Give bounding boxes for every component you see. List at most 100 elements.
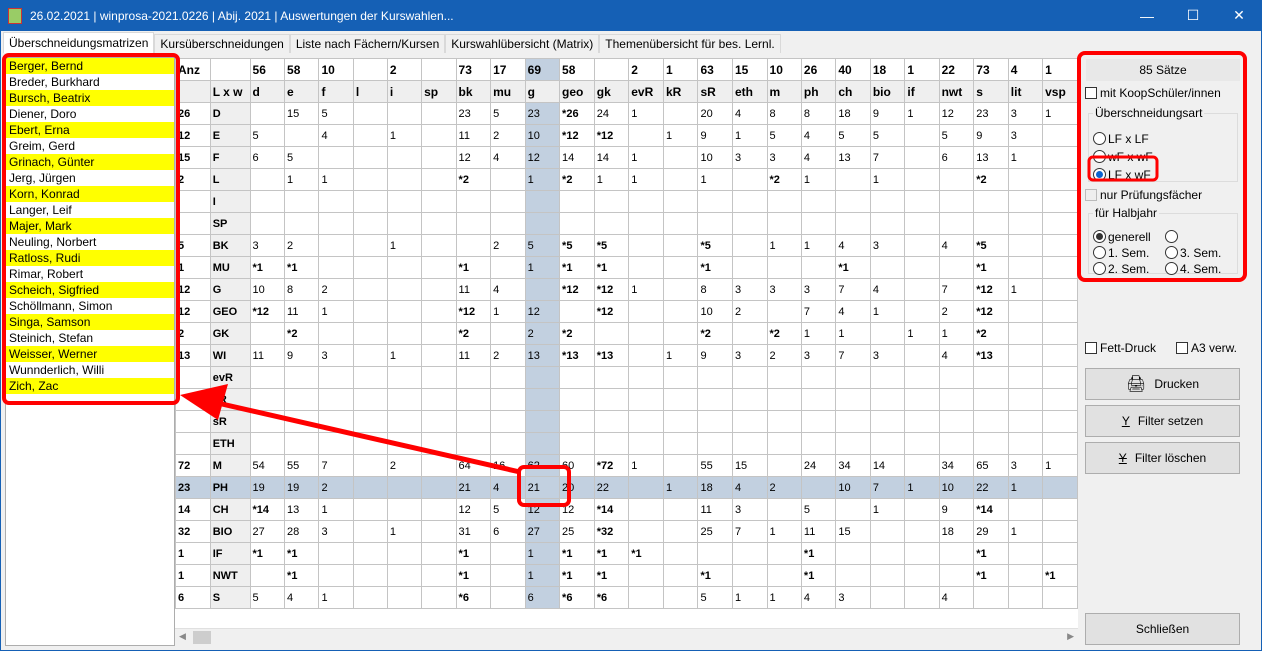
radio-icon[interactable] [1165, 230, 1178, 243]
matrix-cell[interactable]: 6 [490, 520, 526, 543]
matrix-cell[interactable]: 4 [284, 586, 320, 609]
matrix-cell[interactable]: 7 [318, 454, 354, 477]
matrix-cell[interactable] [352, 124, 388, 147]
radio-selected-icon[interactable] [1093, 168, 1106, 181]
matrix-cell[interactable] [938, 256, 975, 279]
matrix-cell[interactable] [455, 388, 492, 411]
matrix-cell[interactable]: *2 [455, 168, 492, 191]
column-header-geo[interactable]: geo [559, 80, 595, 103]
clear-filter-button[interactable]: Y Filter löschen [1085, 442, 1240, 474]
matrix-cell[interactable]: 24 [800, 454, 837, 477]
matrix-row-if[interactable]: 1 IF *1 *1 *1 1 *1 *1 *1 *1 *1 [175, 542, 1078, 565]
matrix-cell[interactable] [524, 432, 561, 455]
matrix-cell[interactable]: *2 [559, 168, 595, 191]
matrix-cell[interactable] [352, 300, 388, 323]
matrix-cell[interactable]: 12 [559, 498, 595, 521]
matrix-cell[interactable]: *1 [455, 256, 492, 279]
matrix-cell[interactable] [524, 388, 561, 411]
matrix-cell[interactable] [904, 168, 940, 191]
matrix-cell[interactable]: 8 [697, 278, 733, 301]
matrix-cell[interactable]: 3 [731, 498, 768, 521]
matrix-cell[interactable]: *1 [284, 564, 320, 587]
matrix-cell[interactable]: 25 [559, 520, 595, 543]
matrix-cell[interactable]: 5 [249, 124, 286, 147]
matrix-cell[interactable]: 60 [559, 454, 595, 477]
matrix-cell[interactable]: 23 [524, 102, 561, 125]
matrix-cell[interactable] [421, 168, 457, 191]
student-list-item[interactable]: Jerg, Jürgen [9, 171, 76, 185]
matrix-row-m[interactable]: 72 M 54 55 7 2 64 16 62 60 *72 1 55 15 24 34 14 34 65 3 1 [175, 454, 1078, 477]
matrix-cell[interactable] [318, 256, 354, 279]
column-header-vsp[interactable]: vsp [1042, 80, 1078, 103]
matrix-cell[interactable]: 3 [318, 344, 354, 367]
matrix-cell[interactable]: 9 [697, 124, 733, 147]
matrix-cell[interactable] [421, 498, 457, 521]
student-list-item[interactable]: Schöllmann, Simon [9, 299, 113, 313]
matrix-cell[interactable]: 4 [490, 278, 526, 301]
matrix-cell[interactable] [490, 432, 526, 455]
matrix-row-f[interactable]: 15 F 6 5 12 4 12 14 14 1 10 3 3 4 13 7 6 13 1 [175, 146, 1078, 169]
matrix-cell[interactable] [284, 388, 320, 411]
student-list-item[interactable]: Bursch, Beatrix [6, 90, 174, 106]
matrix-cell[interactable] [593, 432, 630, 455]
matrix-cell[interactable] [766, 190, 802, 213]
matrix-cell[interactable] [938, 366, 975, 389]
matrix-cell[interactable] [1007, 344, 1044, 367]
matrix-cell[interactable]: 11 [455, 124, 492, 147]
matrix-cell[interactable] [628, 234, 664, 257]
column-header-eth[interactable]: eth [731, 80, 768, 103]
matrix-cell[interactable] [766, 300, 802, 323]
matrix-cell[interactable] [766, 366, 802, 389]
matrix-cell[interactable]: *1 [455, 564, 492, 587]
matrix-cell[interactable]: 2 [284, 234, 320, 257]
matrix-cell[interactable] [835, 168, 871, 191]
matrix-cell[interactable] [352, 146, 388, 169]
matrix-cell[interactable]: 21 [455, 476, 492, 499]
column-header-l[interactable]: l [352, 80, 388, 103]
matrix-cell[interactable] [731, 212, 768, 235]
student-list-item[interactable]: Breder, Burkhard [9, 75, 100, 89]
matrix-cell[interactable] [800, 432, 837, 455]
matrix-cell[interactable]: 3 [731, 146, 768, 169]
column-header-lit[interactable]: lit [1007, 80, 1044, 103]
matrix-cell[interactable]: 55 [284, 454, 320, 477]
matrix-cell[interactable] [697, 190, 733, 213]
matrix-cell[interactable] [628, 366, 664, 389]
matrix-cell[interactable]: 4 [869, 278, 906, 301]
matrix-cell[interactable] [284, 432, 320, 455]
matrix-cell[interactable] [352, 256, 388, 279]
matrix-cell[interactable] [1042, 388, 1078, 411]
matrix-cell[interactable] [318, 564, 354, 587]
matrix-cell[interactable] [524, 212, 561, 235]
matrix-cell[interactable]: 10 [697, 300, 733, 323]
matrix-row-ch[interactable]: 14 CH *14 13 1 12 5 12 12 *14 11 3 5 1 9 *14 [175, 498, 1078, 521]
matrix-cell[interactable] [697, 432, 733, 455]
matrix-cell[interactable]: 1 [386, 234, 423, 257]
matrix-cell[interactable] [904, 190, 940, 213]
matrix-cell[interactable] [318, 366, 354, 389]
matrix-cell[interactable]: *12 [973, 300, 1009, 323]
matrix-cell[interactable]: 21 [524, 476, 561, 499]
matrix-cell[interactable]: 1 [386, 344, 423, 367]
matrix-cell[interactable] [835, 212, 871, 235]
matrix-cell[interactable] [766, 542, 802, 565]
matrix-cell[interactable]: 18 [835, 102, 871, 125]
maximize-button[interactable]: ☐ [1186, 7, 1200, 23]
radio-icon[interactable] [1093, 132, 1106, 145]
matrix-cell[interactable] [662, 366, 699, 389]
matrix-cell[interactable] [352, 168, 388, 191]
matrix-cell[interactable] [628, 322, 664, 345]
matrix-cell[interactable] [593, 388, 630, 411]
column-header-ph[interactable]: ph [800, 80, 837, 103]
matrix-cell[interactable] [352, 234, 388, 257]
matrix-cell[interactable] [869, 520, 906, 543]
koop-checkbox[interactable]: mit KoopSchüler/innen [1085, 86, 1221, 100]
matrix-cell[interactable]: 34 [938, 454, 975, 477]
student-list-item[interactable]: Majer, Mark [6, 218, 174, 234]
matrix-cell[interactable]: 15 [835, 520, 871, 543]
matrix-cell[interactable]: 2 [938, 300, 975, 323]
matrix-cell[interactable]: *12 [559, 278, 595, 301]
matrix-cell[interactable] [421, 366, 457, 389]
matrix-cell[interactable]: 10 [938, 476, 975, 499]
matrix-cell[interactable]: 12 [524, 146, 561, 169]
